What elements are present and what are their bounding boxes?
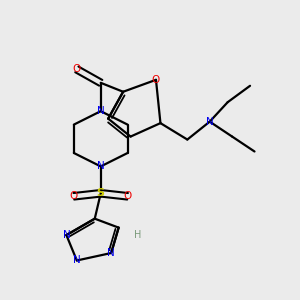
Text: O: O xyxy=(152,75,160,85)
Text: O: O xyxy=(124,191,132,201)
Text: N: N xyxy=(73,256,81,266)
Text: N: N xyxy=(97,161,105,171)
Text: O: O xyxy=(70,191,78,201)
Text: N: N xyxy=(206,117,214,127)
Text: S: S xyxy=(97,188,105,198)
Text: N: N xyxy=(97,106,105,116)
Text: H: H xyxy=(134,230,142,240)
Text: N: N xyxy=(107,248,115,258)
Text: O: O xyxy=(73,64,81,74)
Text: N: N xyxy=(62,230,70,240)
